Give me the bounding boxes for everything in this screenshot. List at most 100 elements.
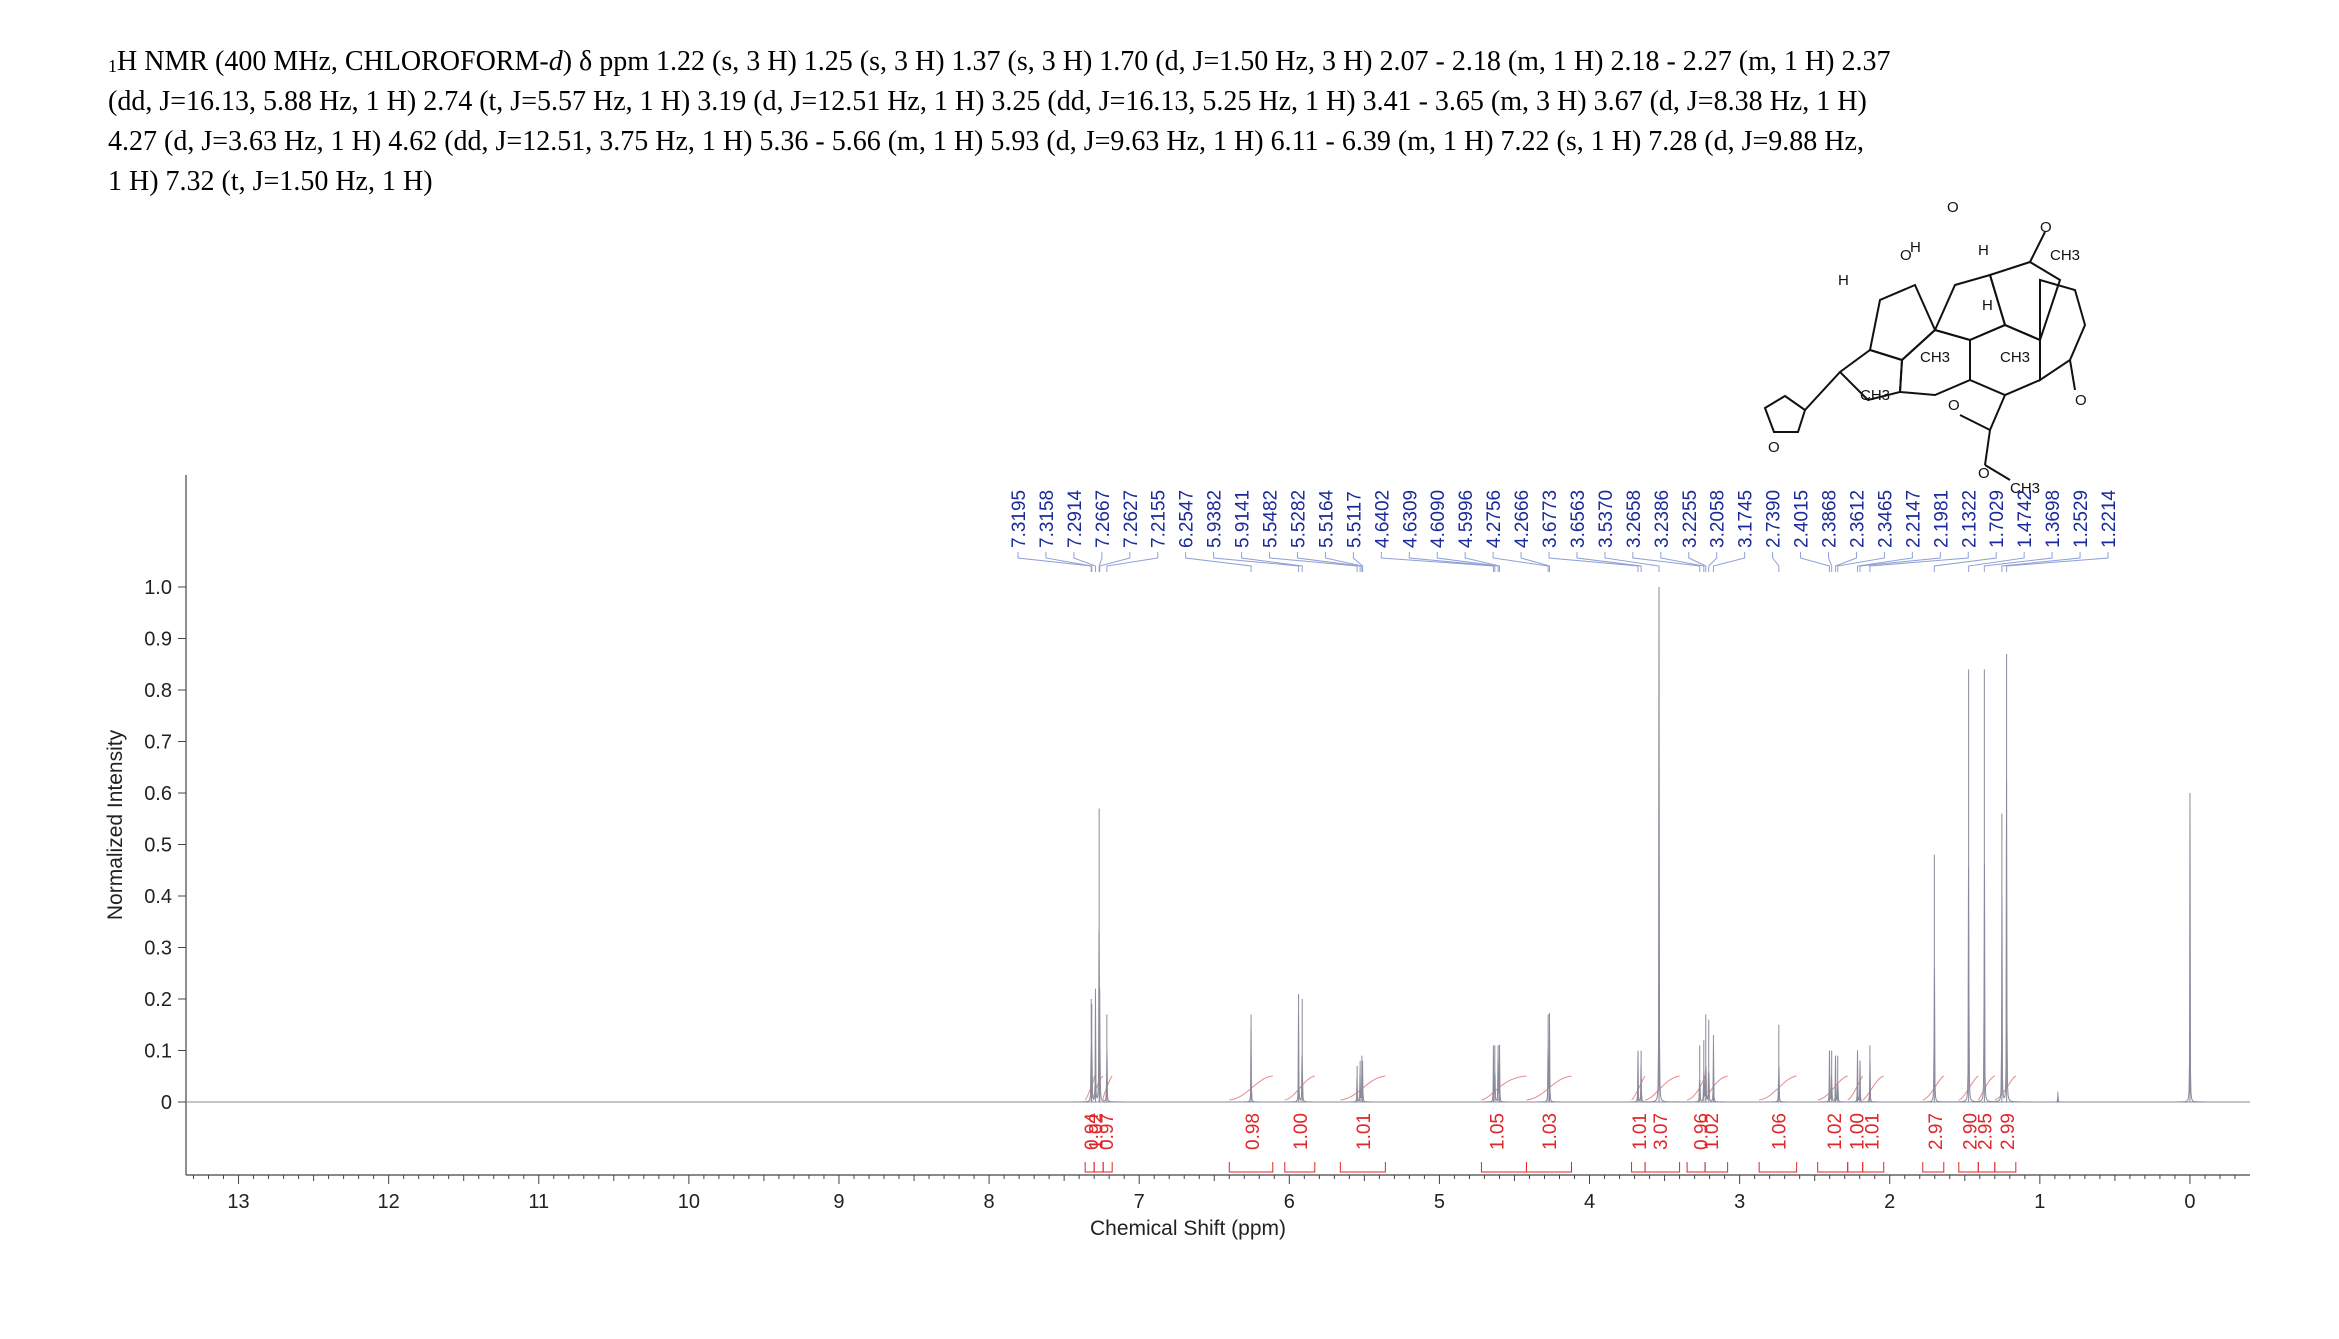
y-tick-label: 0.2 xyxy=(144,989,172,1011)
ring-thf xyxy=(1868,283,1937,362)
peak-label: 1.2529 xyxy=(2071,490,2092,548)
peak-label: 3.2255 xyxy=(1680,490,1701,548)
integral-bracket xyxy=(1704,1162,1729,1173)
peak-connector xyxy=(1708,552,1718,572)
peak-label: 5.5282 xyxy=(1288,490,1309,548)
integral-bracket xyxy=(1631,1162,1646,1173)
peak-label: 3.2386 xyxy=(1652,490,1673,548)
integral-label: 1.02 xyxy=(1087,1113,1108,1150)
x-tick-label: 11 xyxy=(528,1191,549,1213)
peak-connector xyxy=(1520,552,1550,572)
peak-connector xyxy=(2001,552,2081,572)
y-axis-title: Normalized Intensity xyxy=(104,729,127,920)
integral-curve xyxy=(1644,1075,1680,1101)
axes-group: 00.10.20.30.40.50.60.70.80.91.013 12 11 10 9… xyxy=(104,475,2250,1240)
integrals: 0.941.020.97 0.98 1.00 1.01 1.05 1.03 1.01 3.07… xyxy=(1082,1075,2019,1173)
integral-bracket xyxy=(1093,1162,1104,1173)
ketone-oxygen: O xyxy=(2075,392,2087,409)
peak-connector xyxy=(1296,552,1361,572)
integral-label: 0.98 xyxy=(1243,1113,1264,1150)
peak-connector xyxy=(1185,552,1252,572)
integral-label: 1.02 xyxy=(1825,1113,1846,1150)
x-tick-label: 9 xyxy=(833,1191,844,1213)
peak-label: 7.2627 xyxy=(1121,490,1142,548)
ring-e xyxy=(2039,278,2087,382)
methyl-top: CH3 xyxy=(2050,247,2080,264)
h-label-1: H xyxy=(1910,239,1921,256)
peak-connector xyxy=(1604,552,1660,572)
integral-curve xyxy=(1847,1075,1864,1101)
methoxy-methyl: CH3 xyxy=(2010,480,2040,497)
furan-ring xyxy=(1763,394,1807,433)
peak-connector xyxy=(1464,552,1501,572)
integral-label: 2.99 xyxy=(1998,1113,2019,1150)
integral-label: 3.07 xyxy=(1651,1113,1672,1150)
peak-label: 1.2214 xyxy=(2099,489,2120,548)
peak-connector xyxy=(1859,552,1941,572)
peak-connector xyxy=(1688,552,1707,572)
peak-label: 1.4742 xyxy=(2015,490,2036,548)
x-tick-label: 4 xyxy=(1584,1191,1595,1213)
peak-label: 7.3195 xyxy=(1009,490,1030,548)
peak-connector xyxy=(1241,552,1303,572)
header-line2: (dd, J=16.13, 5.88 Hz, 1 H) 2.74 (t, J=5… xyxy=(108,86,1867,117)
integral-bracket xyxy=(1958,1162,1979,1173)
integral-label: 1.01 xyxy=(1863,1113,1884,1150)
x-tick-label: 7 xyxy=(1134,1191,1145,1213)
x-tick-label: 13 xyxy=(227,1191,249,1213)
peak-label: 5.9382 xyxy=(1205,490,1226,548)
integral-label: 1.06 xyxy=(1770,1113,1791,1150)
peak-connector xyxy=(1099,552,1131,572)
integral-bracket xyxy=(1525,1162,1573,1173)
peak-label: 2.3465 xyxy=(1875,490,1896,548)
y-tick-label: 1.0 xyxy=(144,577,172,599)
peak-label: 3.6773 xyxy=(1540,490,1561,548)
nmr-description: 1H NMR (400 MHz, CHLOROFORM-d) δ ppm 1.2… xyxy=(108,42,2268,202)
x-tick-label: 12 xyxy=(378,1191,400,1213)
lactone-ring xyxy=(1988,260,2062,342)
peak-connector xyxy=(1933,552,1997,572)
integral-label: 1.00 xyxy=(1848,1113,1869,1150)
ester-ether xyxy=(1984,429,1991,466)
integral-curve xyxy=(1977,1075,1996,1101)
y-tick-label: 0.1 xyxy=(144,1041,172,1063)
ester-oxygen: O xyxy=(1978,465,1990,482)
integral-curve xyxy=(1481,1075,1527,1101)
y-tick-label: 0.5 xyxy=(144,835,172,857)
integral-bracket xyxy=(1686,1162,1706,1173)
integral-bracket xyxy=(1862,1162,1885,1173)
peak-label: 1.7029 xyxy=(1987,490,2008,548)
peak-label: 6.2547 xyxy=(1177,490,1198,548)
x-tick-label: 6 xyxy=(1284,1191,1295,1213)
integral-label: 1.05 xyxy=(1487,1113,1508,1150)
ester-carbonyl xyxy=(1959,414,1991,431)
x-tick-label: 5 xyxy=(1434,1191,1445,1213)
integral-label: 2.90 xyxy=(1960,1113,1981,1150)
peak-label: 2.1322 xyxy=(1959,490,1980,548)
peak-label: 5.9141 xyxy=(1233,490,1254,548)
integral-label: 2.97 xyxy=(1926,1113,1947,1150)
y-tick-label: 0.4 xyxy=(144,886,172,908)
peak-label: 2.1981 xyxy=(1931,490,1952,548)
furan-oxygen: O xyxy=(1768,439,1780,456)
peak-label: 2.3612 xyxy=(1847,490,1868,548)
peak-label: 4.5996 xyxy=(1456,490,1477,548)
peak-label: 2.2147 xyxy=(1903,490,1924,548)
peak-label: 7.2155 xyxy=(1149,490,1170,548)
peak-connector xyxy=(1869,552,1969,572)
integral-bracket xyxy=(1977,1162,1996,1173)
y-tick-label: 0.6 xyxy=(144,783,172,805)
spectrum-trace xyxy=(186,587,2250,1103)
integral-label: 0.96 xyxy=(1692,1113,1713,1150)
integral-bracket xyxy=(1284,1162,1316,1173)
peak-connector xyxy=(1660,552,1705,572)
integral-bracket xyxy=(1994,1162,2017,1173)
peak-connector xyxy=(1106,552,1159,572)
integral-curve xyxy=(1686,1075,1706,1101)
peak-label: 4.6309 xyxy=(1400,490,1421,548)
peak-label: 1.3698 xyxy=(2043,490,2064,548)
peak-label: 2.4015 xyxy=(1792,490,1813,548)
peak-connector xyxy=(1045,552,1093,572)
peak-label: 3.2658 xyxy=(1624,490,1645,548)
peak-connector xyxy=(1828,552,1833,572)
